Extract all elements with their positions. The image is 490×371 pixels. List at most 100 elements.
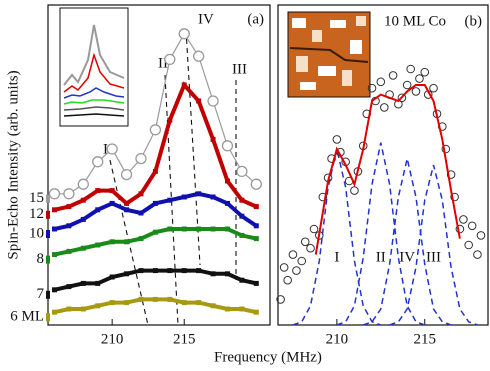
data-point	[110, 239, 115, 244]
data-point	[167, 268, 172, 273]
data-point	[474, 251, 482, 259]
data-point	[124, 271, 129, 276]
data-point	[477, 232, 485, 240]
data-point	[66, 284, 71, 289]
data-point	[95, 243, 100, 248]
component-curve	[337, 143, 425, 325]
x-tick-label: 215	[413, 331, 436, 347]
data-point	[167, 198, 172, 203]
x-axis-label: Frequency (MHz)	[214, 349, 322, 365]
data-point	[138, 236, 143, 241]
series-label: 7	[37, 286, 45, 302]
data-point	[430, 84, 438, 92]
data-point	[225, 201, 230, 206]
data-point	[153, 297, 158, 302]
data-point	[165, 54, 175, 64]
data-point	[412, 88, 420, 96]
data-point	[95, 303, 100, 308]
data-point	[237, 166, 247, 176]
data-point	[239, 233, 244, 238]
inset-plot	[60, 8, 128, 126]
data-point	[403, 81, 411, 89]
data-point	[381, 104, 389, 112]
data-point	[52, 227, 57, 232]
data-point	[225, 179, 230, 184]
data-point	[95, 207, 100, 212]
data-point	[254, 223, 259, 228]
data-point	[78, 179, 88, 189]
data-point	[110, 188, 115, 193]
data-point	[298, 257, 306, 265]
data-point	[211, 271, 216, 276]
series-label: 8	[37, 251, 45, 267]
data-point	[301, 238, 309, 246]
data-point	[81, 198, 86, 203]
data-point	[52, 310, 57, 315]
component-label: IV	[399, 249, 415, 265]
data-point	[239, 278, 244, 283]
data-point	[138, 268, 143, 273]
data-point	[167, 118, 172, 123]
data-point	[239, 214, 244, 219]
data-point	[81, 307, 86, 312]
series-label: 15	[29, 190, 44, 206]
component-label: I	[334, 249, 339, 265]
panel-label: (b)	[465, 13, 483, 29]
data-point	[167, 227, 172, 232]
data-point	[196, 268, 201, 273]
annotation: III	[232, 61, 247, 77]
data-point	[416, 75, 424, 83]
legend-marker	[46, 291, 50, 299]
data-point	[460, 216, 468, 224]
data-point	[284, 276, 292, 284]
data-point	[52, 287, 57, 292]
data-point	[66, 204, 71, 209]
data-point	[468, 222, 476, 230]
data-point	[211, 303, 216, 308]
data-point	[95, 188, 100, 193]
data-point	[254, 236, 259, 241]
data-point	[179, 29, 189, 39]
data-point	[52, 252, 57, 257]
data-point	[182, 300, 187, 305]
data-point	[196, 191, 201, 196]
data-point	[81, 246, 86, 251]
data-point	[182, 227, 187, 232]
data-point	[124, 201, 129, 206]
data-point	[239, 307, 244, 312]
data-point	[110, 275, 115, 280]
legend-marker	[46, 256, 50, 264]
series-label: 6 ML	[10, 309, 44, 325]
data-point	[225, 227, 230, 232]
data-point	[49, 189, 59, 199]
data-point	[182, 195, 187, 200]
legend-marker	[46, 230, 50, 238]
data-point	[110, 300, 115, 305]
data-point	[351, 187, 359, 195]
data-point	[64, 189, 74, 199]
data-point	[110, 201, 115, 206]
inset-image	[288, 12, 370, 97]
data-point	[66, 249, 71, 254]
legend-marker	[46, 211, 50, 219]
data-point	[293, 267, 301, 275]
data-point	[124, 300, 129, 305]
data-point	[421, 68, 429, 76]
data-point	[377, 78, 385, 86]
data-point	[289, 251, 297, 259]
data-point	[138, 191, 143, 196]
data-point	[225, 271, 230, 276]
data-point	[122, 170, 132, 180]
component-label: III	[426, 249, 441, 265]
data-point	[333, 136, 341, 144]
component-curve	[293, 149, 381, 325]
data-point	[138, 297, 143, 302]
data-point	[196, 227, 201, 232]
data-point	[254, 281, 259, 286]
data-point	[153, 201, 158, 206]
legend-marker	[46, 313, 50, 321]
data-point	[52, 207, 57, 212]
x-tick-label: 210	[326, 331, 349, 347]
data-point	[153, 230, 158, 235]
data-point	[81, 281, 86, 286]
